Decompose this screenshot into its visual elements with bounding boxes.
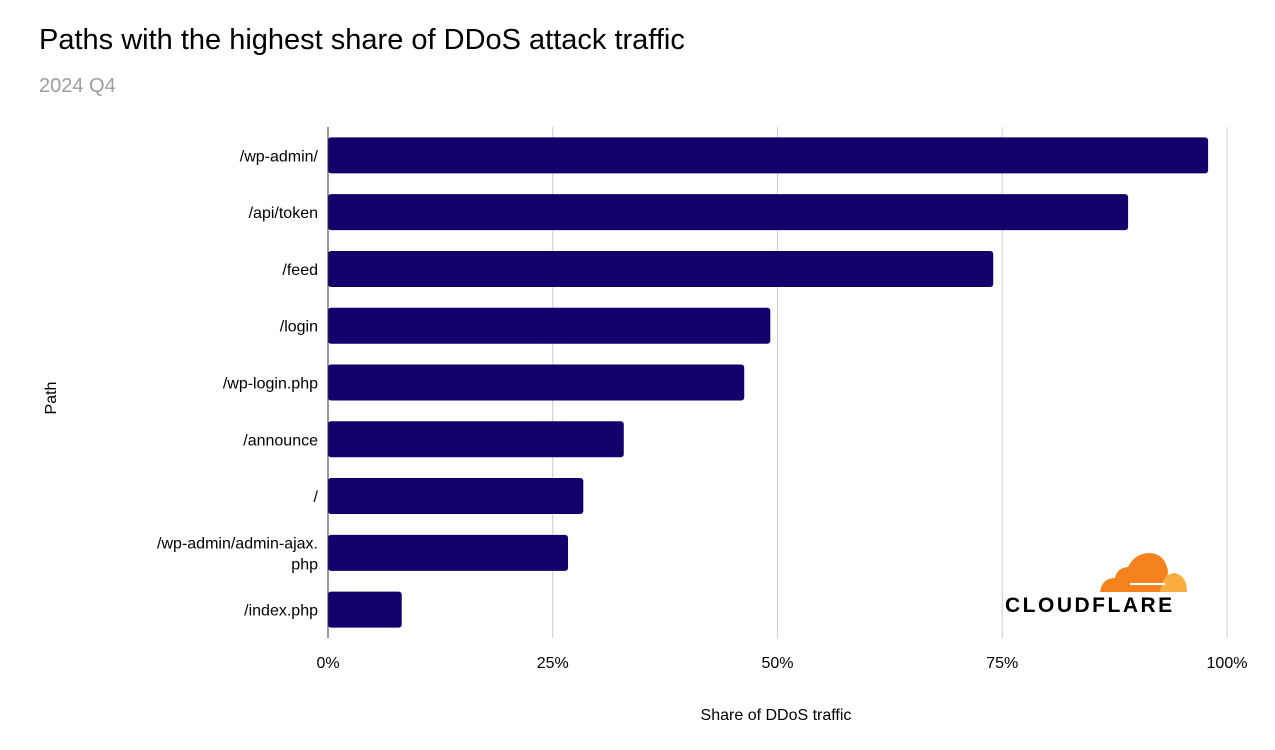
y-tick-label: /wp-admin/admin-ajax. php	[157, 535, 318, 573]
y-tick-label: /wp-login.php	[223, 376, 318, 393]
chart-subtitle: 2024 Q4	[39, 75, 116, 97]
x-tick-label: 100%	[1207, 655, 1248, 672]
y-tick-label: /api/token	[249, 205, 318, 222]
cloudflare-logo-text: CLOUDFLARE	[1005, 594, 1175, 617]
bar	[328, 421, 624, 458]
bar	[328, 534, 569, 571]
x-tick-label: 50%	[761, 655, 793, 672]
bar	[328, 364, 745, 401]
y-tick-label: /wp-admin/	[240, 148, 319, 165]
bar	[328, 194, 1129, 231]
chart-title: Paths with the highest share of DDoS att…	[39, 24, 685, 56]
x-axis-label: Share of DDoS traffic	[701, 707, 852, 724]
y-tick-label: /index.php	[244, 603, 318, 620]
bar	[328, 137, 1209, 174]
bar	[328, 591, 402, 628]
bar	[328, 307, 771, 344]
y-tick-label: /announce	[243, 432, 318, 449]
bar	[328, 250, 994, 287]
y-axis-label: Path	[43, 382, 60, 415]
y-tick-label: /login	[280, 319, 318, 336]
x-tick-label: 75%	[986, 655, 1018, 672]
x-tick-label: 0%	[316, 655, 339, 672]
bar	[328, 478, 584, 515]
y-tick-label: /	[314, 489, 319, 506]
x-tick-label: 25%	[537, 655, 569, 672]
y-tick-label: /feed	[282, 262, 318, 279]
